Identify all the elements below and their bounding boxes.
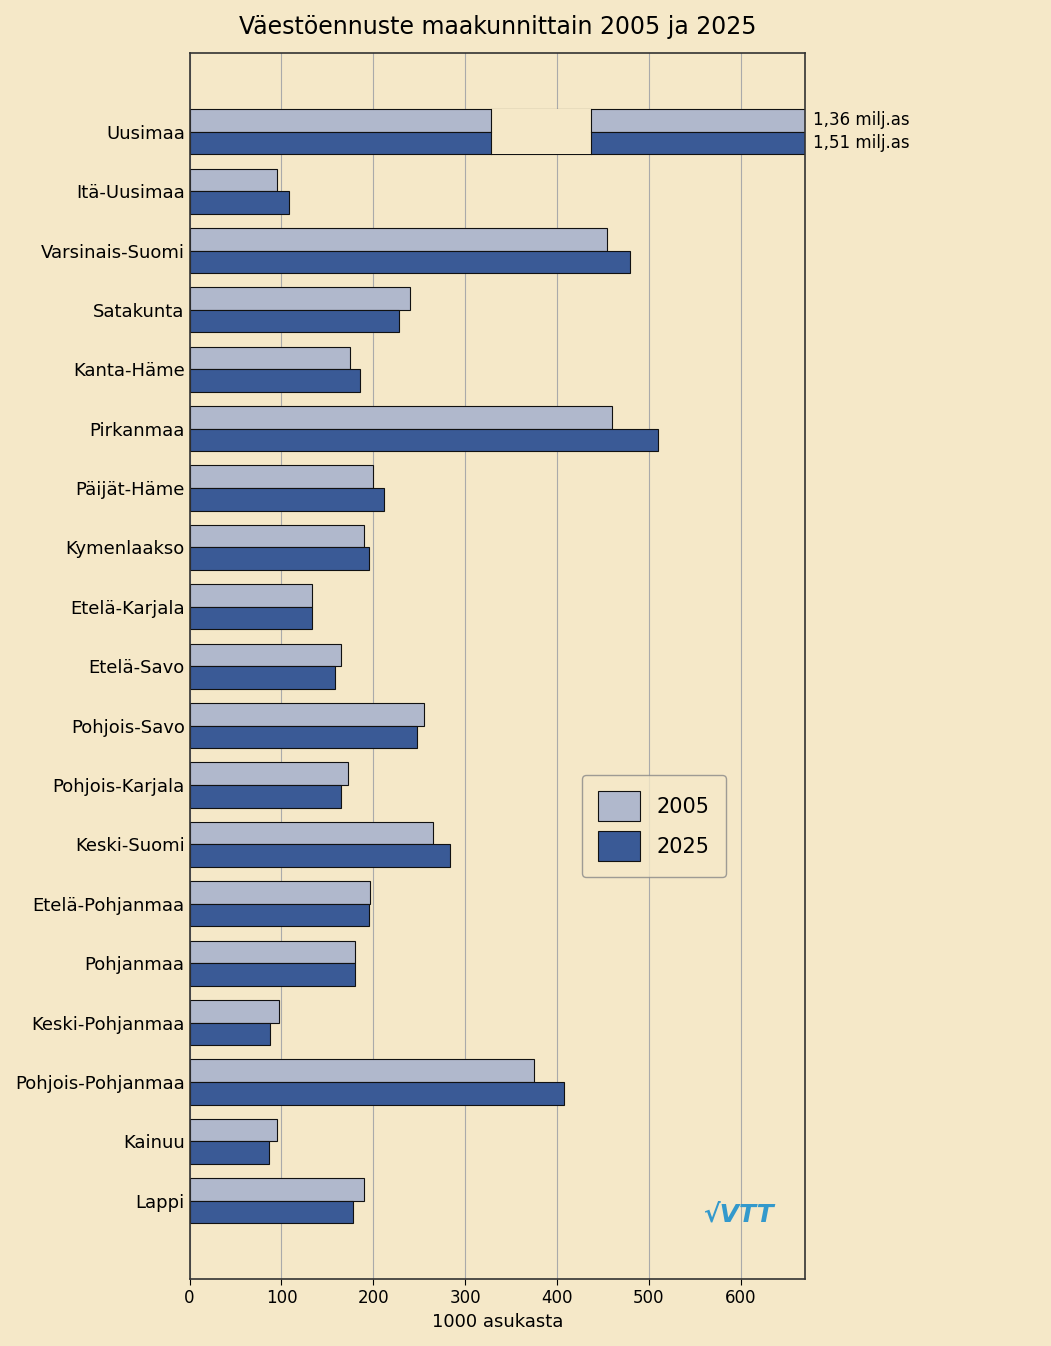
Bar — [189, 785, 342, 808]
Bar — [189, 725, 417, 748]
Bar — [189, 109, 1051, 132]
Bar — [189, 1000, 279, 1023]
Title: Väestöennuste maakunnittain 2005 ja 2025: Väestöennuste maakunnittain 2005 ja 2025 — [239, 15, 756, 39]
Bar — [189, 584, 312, 607]
Bar — [189, 525, 364, 548]
Bar — [491, 132, 591, 155]
Bar — [189, 1119, 276, 1141]
Bar — [189, 1178, 364, 1201]
Bar — [189, 1082, 564, 1105]
Bar — [189, 643, 342, 666]
Bar — [189, 250, 631, 273]
Bar — [189, 844, 450, 867]
Legend: 2005, 2025: 2005, 2025 — [581, 775, 726, 878]
Bar — [189, 607, 312, 630]
Text: 1,51 milj.as: 1,51 milj.as — [813, 135, 910, 152]
Bar — [189, 822, 433, 844]
Bar — [189, 548, 369, 569]
Bar — [189, 466, 373, 489]
Bar — [189, 1059, 534, 1082]
Text: √VTT: √VTT — [703, 1202, 774, 1226]
Bar — [189, 964, 355, 985]
Bar — [189, 1141, 269, 1164]
Bar — [189, 762, 348, 785]
Bar — [189, 191, 289, 214]
Bar — [189, 132, 1051, 155]
Bar — [189, 168, 276, 191]
Bar — [189, 406, 612, 428]
Bar — [189, 310, 399, 332]
Bar — [491, 109, 591, 132]
Bar — [189, 287, 410, 310]
Bar — [189, 489, 385, 510]
Text: 1,36 milj.as: 1,36 milj.as — [813, 112, 910, 129]
Bar — [189, 227, 607, 250]
Bar — [189, 941, 355, 964]
Bar — [189, 903, 369, 926]
Bar — [189, 882, 370, 903]
Bar — [189, 1201, 353, 1224]
Bar — [189, 347, 350, 369]
Bar — [189, 666, 334, 689]
Bar — [189, 369, 359, 392]
X-axis label: 1000 asukasta: 1000 asukasta — [432, 1312, 563, 1331]
Bar — [189, 428, 658, 451]
Bar — [189, 1023, 270, 1044]
Bar — [189, 703, 424, 725]
